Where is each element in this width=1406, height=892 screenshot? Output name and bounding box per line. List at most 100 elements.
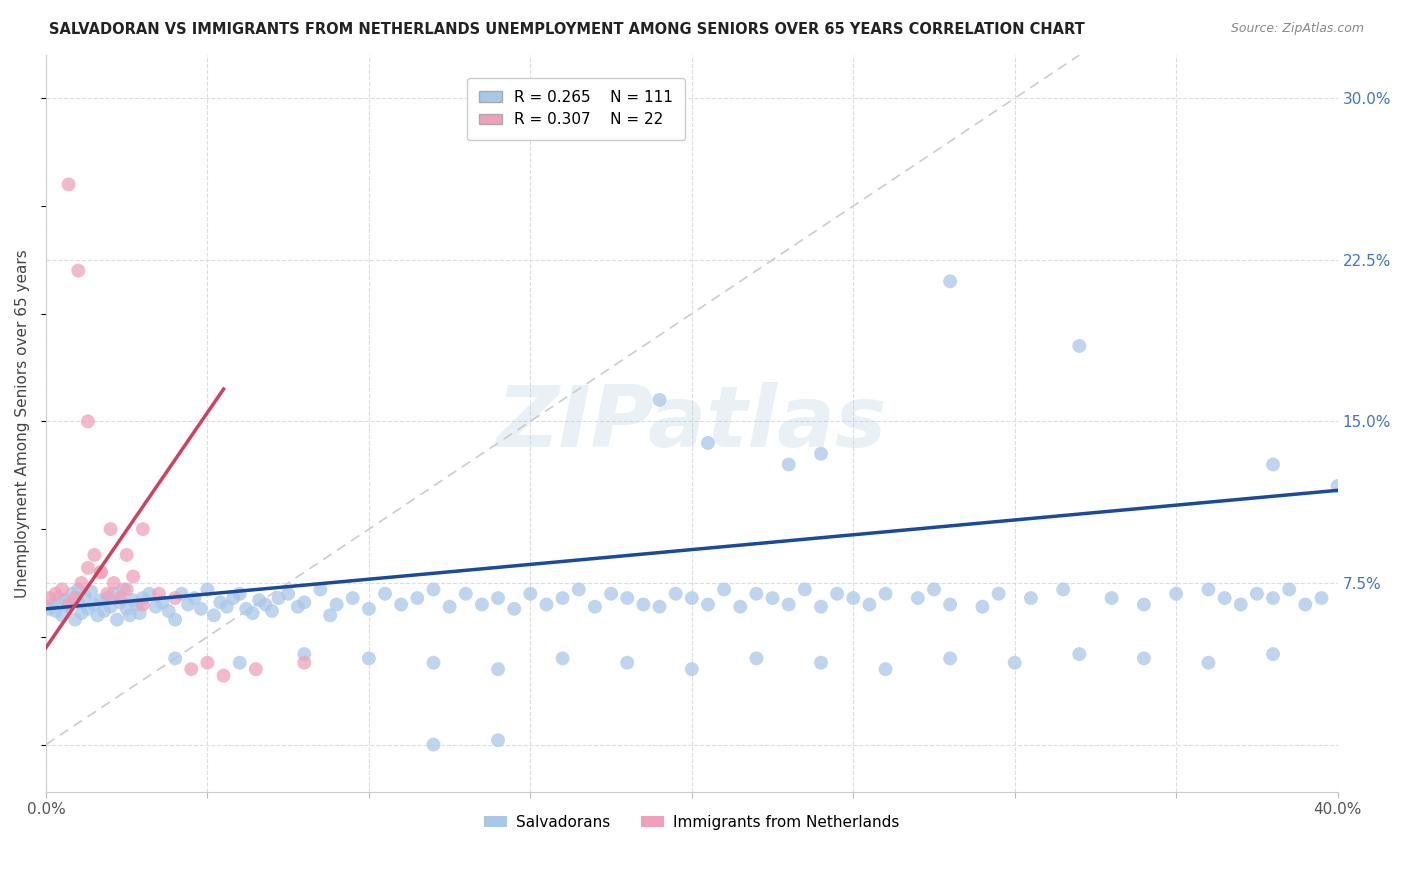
Point: [600, 587, 623, 601]
Point: [86, 608, 108, 623]
Point: [713, 582, 735, 597]
Point: [810, 656, 832, 670]
Point: [1229, 598, 1251, 612]
Point: [1069, 339, 1091, 353]
Point: [810, 599, 832, 614]
Point: [422, 738, 444, 752]
Point: [170, 587, 193, 601]
Point: [212, 668, 235, 682]
Point: [67, 263, 90, 277]
Point: [93, 604, 115, 618]
Point: [1278, 582, 1301, 597]
Point: [215, 599, 238, 614]
Point: [503, 602, 526, 616]
Point: [342, 591, 364, 605]
Text: ZIPatlas: ZIPatlas: [496, 382, 887, 465]
Point: [1052, 582, 1074, 597]
Point: [132, 591, 155, 605]
Point: [406, 591, 429, 605]
Point: [1213, 591, 1236, 605]
Point: [519, 587, 541, 601]
Point: [665, 587, 688, 601]
Point: [235, 602, 257, 616]
Point: [51, 582, 73, 597]
Text: Source: ZipAtlas.com: Source: ZipAtlas.com: [1230, 22, 1364, 36]
Point: [209, 595, 232, 609]
Point: [439, 599, 461, 614]
Point: [77, 602, 100, 616]
Point: [122, 593, 145, 607]
Point: [112, 582, 135, 597]
Point: [70, 576, 93, 591]
Point: [1326, 479, 1348, 493]
Point: [1198, 582, 1220, 597]
Point: [148, 587, 170, 601]
Point: [536, 598, 558, 612]
Point: [122, 569, 145, 583]
Point: [103, 576, 125, 591]
Point: [551, 651, 574, 665]
Point: [939, 598, 962, 612]
Point: [90, 565, 112, 579]
Point: [745, 651, 768, 665]
Point: [118, 608, 141, 623]
Point: [697, 436, 720, 450]
Point: [471, 598, 494, 612]
Point: [222, 591, 245, 605]
Point: [51, 608, 73, 623]
Point: [1133, 651, 1156, 665]
Point: [73, 589, 96, 603]
Point: [648, 392, 671, 407]
Point: [90, 593, 112, 607]
Point: [77, 561, 100, 575]
Point: [551, 591, 574, 605]
Point: [810, 447, 832, 461]
Point: [875, 587, 897, 601]
Point: [1019, 591, 1042, 605]
Point: [1294, 598, 1316, 612]
Point: [1246, 587, 1268, 601]
Point: [38, 602, 60, 616]
Point: [277, 587, 299, 601]
Point: [454, 587, 477, 601]
Point: [177, 598, 200, 612]
Point: [105, 613, 128, 627]
Point: [190, 602, 212, 616]
Point: [325, 598, 347, 612]
Point: [197, 656, 219, 670]
Point: [254, 598, 277, 612]
Point: [319, 608, 342, 623]
Point: [292, 595, 315, 609]
Point: [616, 591, 638, 605]
Point: [115, 582, 138, 597]
Point: [132, 522, 155, 536]
Point: [422, 656, 444, 670]
Point: [103, 587, 125, 601]
Point: [90, 565, 112, 579]
Point: [145, 599, 167, 614]
Point: [125, 598, 148, 612]
Point: [761, 591, 783, 605]
Point: [157, 604, 180, 618]
Point: [60, 587, 83, 601]
Point: [745, 587, 768, 601]
Point: [633, 598, 655, 612]
Point: [63, 591, 86, 605]
Point: [793, 582, 815, 597]
Point: [150, 595, 173, 609]
Point: [183, 591, 205, 605]
Point: [128, 606, 150, 620]
Point: [45, 587, 67, 601]
Point: [83, 548, 105, 562]
Point: [53, 593, 76, 607]
Point: [568, 582, 591, 597]
Point: [110, 591, 132, 605]
Point: [357, 602, 380, 616]
Point: [165, 651, 187, 665]
Point: [486, 591, 509, 605]
Point: [292, 656, 315, 670]
Point: [58, 598, 80, 612]
Point: [728, 599, 751, 614]
Point: [138, 587, 160, 601]
Point: [357, 651, 380, 665]
